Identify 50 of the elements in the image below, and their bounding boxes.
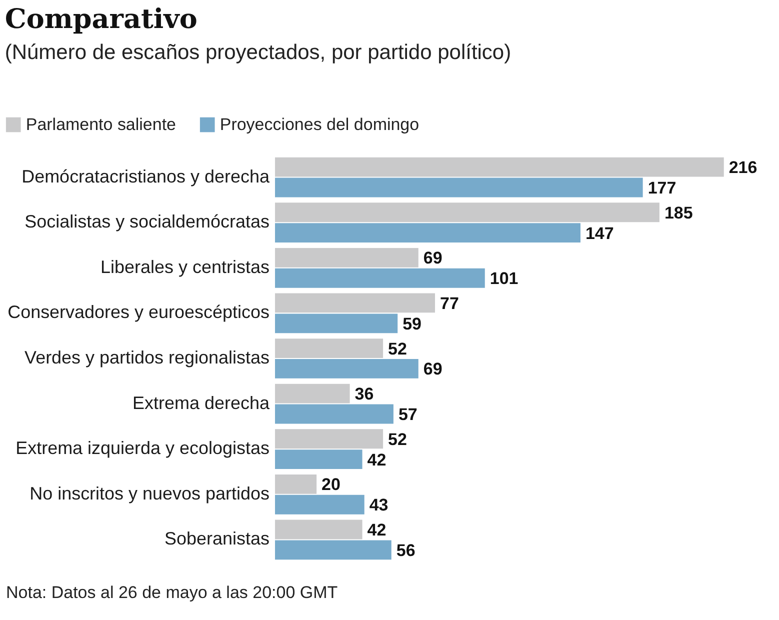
y-tick-label: No inscritos y nuevos partidos: [30, 483, 270, 504]
data-label: 77: [440, 294, 459, 313]
bar: [275, 520, 362, 540]
bar: [275, 157, 724, 177]
bar: [275, 268, 485, 288]
bar: [275, 450, 362, 470]
bar: [275, 384, 350, 404]
y-tick-label: Conservadores y euroescépticos: [8, 302, 270, 322]
y-tick-label: Demócratacristianos y derecha: [22, 166, 270, 186]
data-label: 52: [388, 339, 407, 358]
data-label: 59: [402, 314, 422, 334]
data-label: 177: [648, 178, 676, 198]
y-tick-label: Soberanistas: [164, 528, 270, 549]
data-label: 43: [369, 496, 388, 515]
bar: [275, 494, 364, 514]
data-label: 42: [367, 450, 386, 470]
data-label: 56: [396, 540, 416, 560]
y-tick-label: Socialistas y socialdemócratas: [24, 212, 270, 232]
bar: [275, 404, 394, 424]
data-label: 20: [322, 475, 340, 494]
bar: [275, 202, 660, 222]
chart-subtitle: (Número de escaños proyectados, por partido político): [4, 41, 512, 64]
y-tick-label: Verdes y partidos regionalistas: [24, 348, 270, 368]
legend-label: Parlamento saliente: [26, 114, 176, 134]
data-label: 101: [490, 269, 518, 288]
data-label: 57: [398, 405, 418, 424]
data-label: 36: [354, 384, 374, 404]
data-label: 216: [728, 158, 758, 178]
y-tick-label: Extrema izquierda y ecologistas: [16, 438, 270, 458]
bar: [275, 223, 580, 243]
bar: [275, 429, 384, 449]
data-label: 42: [367, 520, 386, 540]
bar: [275, 338, 384, 358]
y-tick-label: Extrema derecha: [132, 392, 270, 413]
chart-title: Comparativo: [4, 4, 198, 35]
data-label: 185: [664, 203, 693, 222]
bar: [275, 359, 418, 378]
data-label: 69: [423, 360, 442, 379]
data-label: 52: [388, 430, 407, 449]
bar: [275, 293, 436, 313]
bar: [275, 314, 398, 334]
bar: [275, 474, 317, 494]
legend-label: Proyecciones del domingo: [220, 114, 420, 134]
bar: [275, 540, 392, 560]
data-label: 69: [423, 248, 442, 268]
bar: [275, 178, 643, 198]
data-label: 147: [585, 224, 614, 243]
text: Nota: Datos al 26 de mayo a las 20:00 GMT: [6, 583, 339, 603]
bar: [275, 248, 418, 268]
y-tick-label: Liberales y centristas: [100, 256, 270, 277]
